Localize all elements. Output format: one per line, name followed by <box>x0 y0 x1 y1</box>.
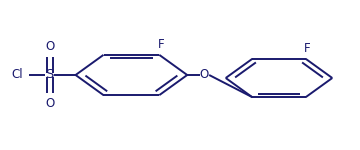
Text: O: O <box>200 69 209 81</box>
Text: S: S <box>45 69 54 81</box>
Text: Cl: Cl <box>11 69 23 81</box>
Text: F: F <box>158 38 165 51</box>
Text: F: F <box>304 42 311 55</box>
Text: O: O <box>45 97 54 110</box>
Text: O: O <box>45 40 54 53</box>
